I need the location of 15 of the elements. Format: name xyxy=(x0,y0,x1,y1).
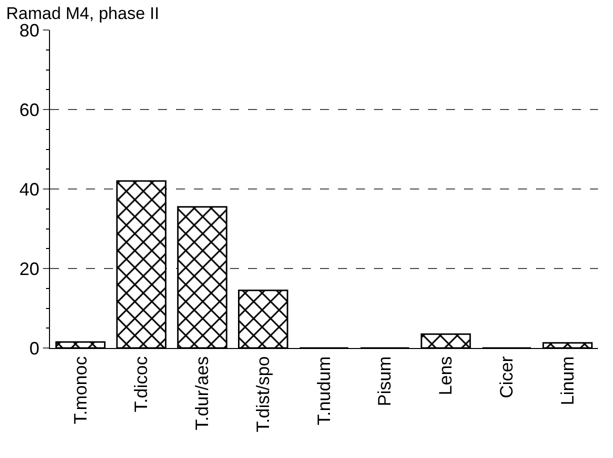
y-tick-label: 40 xyxy=(19,179,40,200)
y-tick-label: 80 xyxy=(19,20,40,40)
x-tick-label: T.dicoc xyxy=(131,356,152,412)
x-tick-label: T.dist/spo xyxy=(252,356,273,432)
y-tick-label: 0 xyxy=(29,338,40,358)
x-tick-label: Pisum xyxy=(374,356,395,406)
x-tick-label: Linum xyxy=(557,356,578,406)
x-tick-label: T.dur/aes xyxy=(192,356,212,430)
x-tick-label: Lens xyxy=(436,356,456,396)
y-tick-label: 20 xyxy=(19,258,40,279)
x-tick-label: T.monoc xyxy=(70,356,90,424)
chart-title: Ramad M4, phase II xyxy=(6,4,160,23)
x-tick-label: Cicer xyxy=(496,356,517,398)
x-tick-label: T.nudum xyxy=(314,356,334,426)
y-tick-label: 60 xyxy=(19,100,40,120)
